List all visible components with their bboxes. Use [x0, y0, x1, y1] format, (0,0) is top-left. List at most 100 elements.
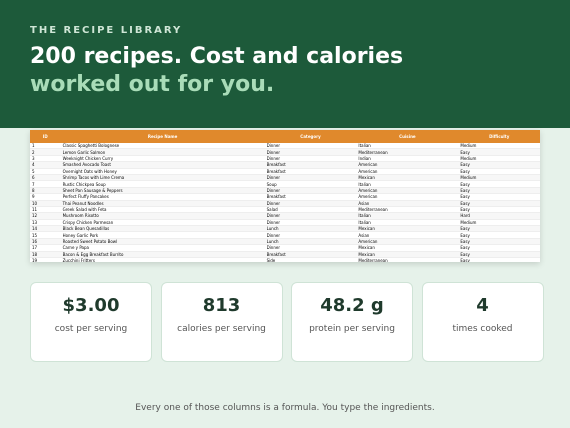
cell: Asian	[356, 231, 459, 239]
cell: Dinner	[264, 143, 357, 150]
cell: Smashed Avocado Toast	[60, 161, 265, 169]
cell: American	[356, 238, 459, 246]
cell: Easy	[458, 206, 540, 214]
cell: American	[356, 161, 459, 169]
cell: 16	[30, 238, 61, 246]
column-header: Category	[264, 130, 357, 143]
cell: Dinner	[264, 148, 357, 156]
cell: Roasted Sweet Potato Bowl	[60, 238, 265, 246]
cell: Dinner	[264, 155, 357, 163]
table: ID Recipe Name Category Cuisine Difficulty 1 C…	[30, 130, 540, 262]
spreadsheet: ID Recipe Name Category Cuisine Difficulty 1 C…	[30, 130, 540, 262]
cell: Breakfast	[264, 168, 357, 175]
cell: Easy	[458, 238, 540, 246]
cell: Zucchini Fritters	[60, 257, 265, 262]
cell: Dinner	[264, 219, 357, 227]
cell: Thai Peanut Noodles	[60, 200, 265, 207]
cell: Lemon Garlic Salmon	[60, 148, 265, 156]
cell: 4	[30, 161, 61, 169]
cell: Honey Garlic Pork	[60, 231, 265, 239]
cell: American	[356, 193, 459, 201]
cell: Lunch	[264, 238, 357, 246]
headline: 200 recipes. Cost and calories	[30, 44, 404, 69]
cell: Asian	[356, 200, 459, 207]
cell: Medium	[458, 143, 540, 150]
cell: Easy	[458, 148, 540, 156]
cell: Greek Salad with Feta	[60, 206, 265, 214]
cell: Easy	[458, 168, 540, 175]
cell: Easy	[458, 200, 540, 207]
cell: Weeknight Chicken Curry	[60, 155, 265, 163]
cell: 13	[30, 219, 61, 227]
stat-value: 813	[202, 295, 241, 316]
stat-value: 48.2 g	[320, 295, 384, 316]
stat-value: $3.00	[62, 295, 120, 316]
cell: Mexican	[356, 251, 459, 259]
headline: worked out for you.	[30, 72, 275, 97]
cell: Side	[264, 257, 357, 262]
row: 10 Thai Peanut Noodles Dinner Asian Easy	[30, 200, 540, 207]
cell: Black Bean Quesadillas	[60, 225, 265, 233]
cell: 17	[30, 244, 61, 252]
cell: Mediterranean	[356, 257, 459, 262]
cell: Rustic Chickpea Soup	[60, 180, 265, 188]
cell: Dinner	[264, 187, 357, 195]
row: 5 Overnight Oats with Honey Breakfast Ameri…	[30, 168, 540, 175]
cell: Dinner	[264, 174, 357, 182]
cell: Italian	[356, 219, 459, 227]
hero: THE RECIPE LIBRARY 200 recipes. Cost and…	[0, 0, 570, 128]
cell: Easy	[458, 161, 540, 169]
cell: Perfect Fluffy Pancakes	[60, 193, 265, 201]
row: 6 Shrimp Tacos with Lime Crema Dinner Mexic…	[30, 174, 540, 182]
cell: 14	[30, 225, 61, 233]
cell: Mushroom Risotto	[60, 212, 265, 220]
cell: Mexican	[356, 225, 459, 233]
row: 8 Sheet Pan Sausage & Peppers Dinner Americ…	[30, 187, 540, 195]
row: 3 Weeknight Chicken Curry Dinner Indian Medi…	[30, 155, 540, 163]
stat-label: protein per serving	[309, 324, 395, 334]
cell: Italian	[356, 180, 459, 188]
column-header: Cuisine	[356, 130, 459, 143]
kicker: THE RECIPE LIBRARY	[30, 25, 183, 36]
cell: 7	[30, 180, 61, 188]
cell: 10	[30, 200, 61, 207]
cell: Bacon & Egg Breakfast Burrito	[60, 251, 265, 259]
row: 16 Roasted Sweet Potato Bowl Lunch American…	[30, 238, 540, 246]
row: 1 Classic Spaghetti Bolognese Dinner Italia…	[30, 143, 540, 150]
cell: 2	[30, 148, 61, 156]
row: 13 Crispy Chicken Parmesan Dinner Italian Me…	[30, 219, 540, 227]
cell: 9	[30, 193, 61, 201]
row: 12 Mushroom Risotto Dinner Italian Hard	[30, 212, 540, 220]
cell: Mediterranean	[356, 148, 459, 156]
stat-card: 48.2 g protein per serving	[291, 282, 413, 362]
cell: Carne y Papa	[60, 244, 265, 252]
cell: American	[356, 187, 459, 195]
cell: Easy	[458, 244, 540, 252]
stat-label: times cooked	[452, 324, 513, 334]
cell: 18	[30, 251, 61, 259]
row: 7 Rustic Chickpea Soup Soup Italian Easy	[30, 180, 540, 188]
cell: Easy	[458, 187, 540, 195]
cell: 12	[30, 212, 61, 220]
cell: 5	[30, 168, 61, 175]
cell: Lunch	[264, 225, 357, 233]
cell: Medium	[458, 155, 540, 163]
cell: 19	[30, 257, 61, 262]
row: 14 Black Bean Quesadillas Lunch Mexican Easy	[30, 225, 540, 233]
cell: Dinner	[264, 231, 357, 239]
cell: Easy	[458, 251, 540, 259]
row: 4 Smashed Avocado Toast Breakfast American E…	[30, 161, 540, 169]
cell: Indian	[356, 155, 459, 163]
stat-card: 813 calories per serving	[160, 282, 283, 362]
stat-card: 4 times cooked	[421, 282, 544, 362]
row: 9 Perfect Fluffy Pancakes Breakfast America…	[30, 193, 540, 201]
cell: Mexican	[356, 244, 459, 252]
row: 17 Carne y Papa Dinner Mexican Easy	[30, 244, 540, 252]
stat-value: 4	[476, 295, 489, 316]
cell: Hard	[458, 212, 540, 220]
cell: Classic Spaghetti Bolognese	[60, 143, 265, 150]
cell: Overnight Oats with Honey	[60, 168, 265, 175]
row: 2 Lemon Garlic Salmon Dinner Mediterranean E…	[30, 148, 540, 156]
cell: Shrimp Tacos with Lime Crema	[60, 174, 265, 182]
